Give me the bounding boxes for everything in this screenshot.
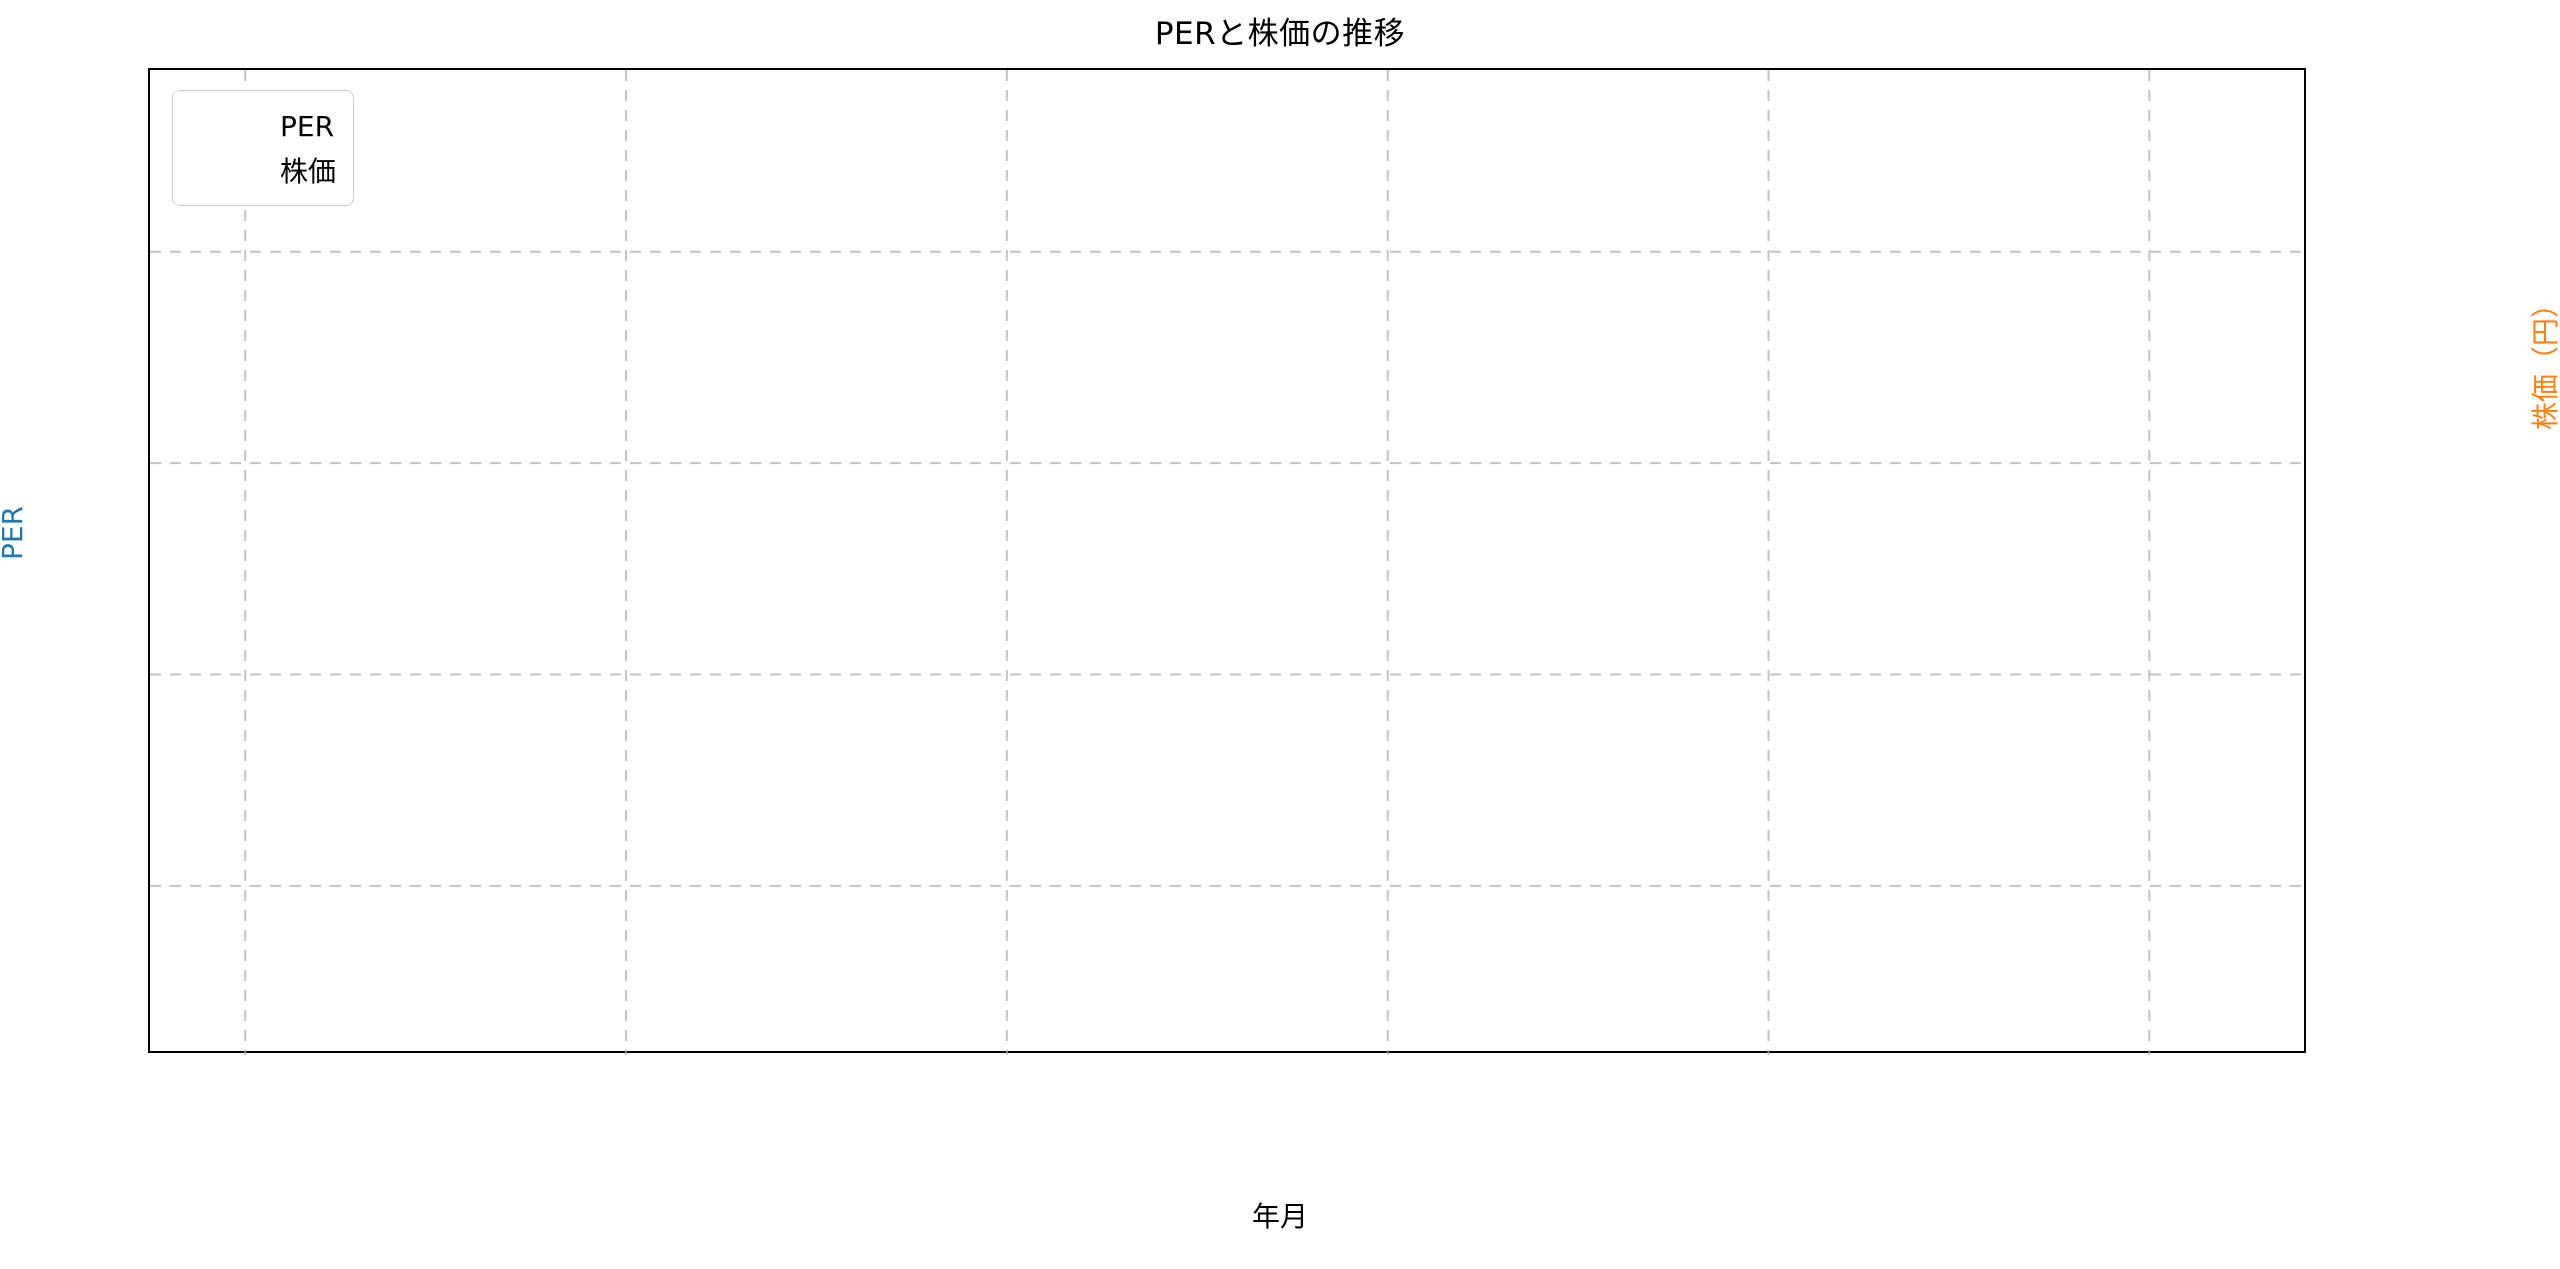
y-axis-right-label: 株価（円）	[2529, 289, 2560, 430]
legend-swatch-price	[187, 167, 263, 173]
y-axis-left-label: PER	[0, 505, 29, 560]
legend-label-price: 株価	[280, 155, 337, 188]
x-axis-label: 年月	[1251, 1200, 1308, 1233]
plot-area: PER 株価	[148, 68, 2308, 1055]
legend-swatch-per	[187, 123, 263, 129]
legend-item-price[interactable]: 株価	[187, 148, 336, 192]
plot-svg	[150, 70, 2308, 1055]
chart-title: PERと株価の推移	[1154, 16, 1406, 52]
chart-legend: PER 株価	[172, 90, 355, 206]
legend-item-per[interactable]: PER	[187, 104, 336, 148]
legend-label-per: PER	[280, 109, 335, 143]
gridlines	[150, 70, 2308, 1055]
